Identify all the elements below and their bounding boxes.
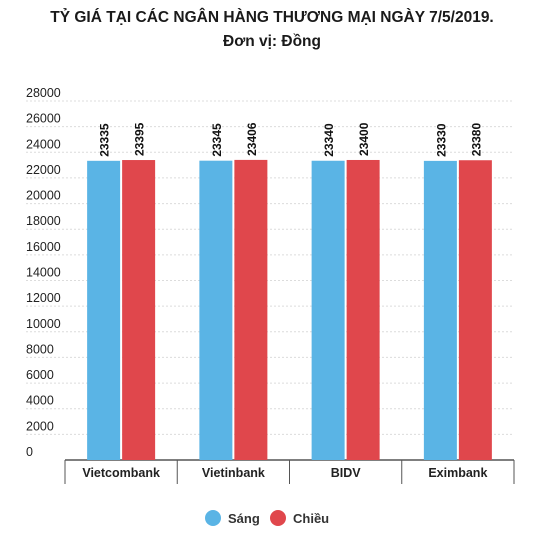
data-label: 23330 xyxy=(434,123,448,157)
data-label: 23406 xyxy=(245,122,259,156)
bar-sáng xyxy=(87,160,121,461)
data-label: 23345 xyxy=(210,123,224,157)
legend-label: Sáng xyxy=(228,511,260,526)
y-tick-label: 18000 xyxy=(26,214,61,228)
bar-chiều xyxy=(122,160,156,461)
y-tick-label: 8000 xyxy=(26,342,54,356)
bar-sáng xyxy=(199,160,233,460)
legend-marker-sáng xyxy=(205,510,221,526)
data-label: 23340 xyxy=(322,123,336,157)
y-tick-label: 0 xyxy=(26,445,33,459)
y-tick-label: 4000 xyxy=(26,394,54,408)
x-category-label: BIDV xyxy=(331,466,362,480)
data-label: 23335 xyxy=(98,123,112,157)
y-tick-label: 24000 xyxy=(26,137,61,151)
legend-marker-chiều xyxy=(270,510,286,526)
y-tick-label: 10000 xyxy=(26,317,61,331)
x-category-label: Eximbank xyxy=(428,466,487,480)
data-label: 23380 xyxy=(469,123,483,157)
bar-chiều xyxy=(458,160,492,461)
bar-chiều xyxy=(234,159,268,460)
bar-sáng xyxy=(311,160,345,460)
y-tick-label: 2000 xyxy=(26,419,54,433)
bar-sáng xyxy=(423,160,457,460)
data-label: 23400 xyxy=(357,122,371,156)
y-tick-label: 6000 xyxy=(26,368,54,382)
x-category-label: Vietcombank xyxy=(82,466,160,480)
data-label: 23395 xyxy=(133,122,147,156)
y-tick-label: 26000 xyxy=(26,112,61,126)
y-tick-label: 22000 xyxy=(26,163,61,177)
y-tick-label: 20000 xyxy=(26,189,61,203)
y-tick-label: 28000 xyxy=(26,86,61,100)
chart-subtitle: Đơn vị: Đồng xyxy=(223,33,321,50)
bar-chiều xyxy=(346,159,380,460)
y-tick-label: 12000 xyxy=(26,291,61,305)
chart-title: TỶ GIÁ TẠI CÁC NGÂN HÀNG THƯƠNG MẠI NGÀY… xyxy=(50,9,494,26)
y-tick-label: 14000 xyxy=(26,266,61,280)
y-tick-label: 16000 xyxy=(26,240,61,254)
x-category-label: Vietinbank xyxy=(202,466,265,480)
legend-label: Chiều xyxy=(293,511,329,526)
